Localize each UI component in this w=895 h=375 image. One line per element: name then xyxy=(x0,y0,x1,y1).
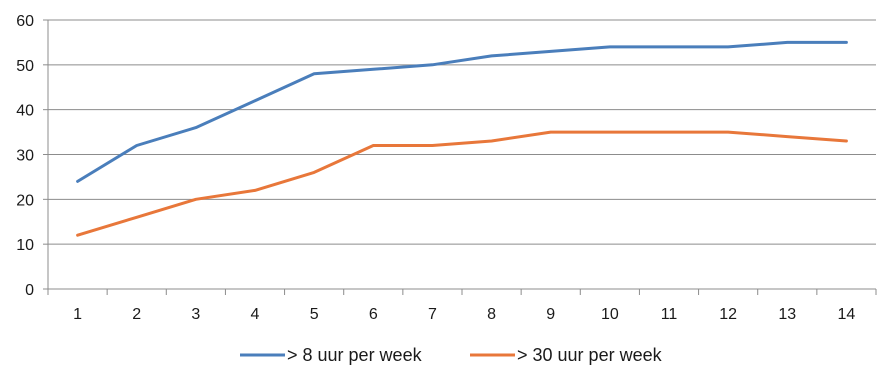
legend-label-1: > 30 uur per week xyxy=(517,345,663,365)
x-tick-label: 10 xyxy=(601,306,619,323)
x-tick-label: 7 xyxy=(428,306,437,323)
series-line-0 xyxy=(76,40,848,183)
legend-label-0: > 8 uur per week xyxy=(287,345,423,365)
x-tick-label: 2 xyxy=(132,306,141,323)
x-tick-label: 14 xyxy=(838,306,856,323)
x-tick-label: 12 xyxy=(719,306,737,323)
series-line-1 xyxy=(76,130,848,237)
y-tick-label: 10 xyxy=(16,237,34,254)
x-tick-label: 9 xyxy=(546,306,555,323)
x-tick-label: 13 xyxy=(778,306,796,323)
x-tick-label: 3 xyxy=(191,306,200,323)
x-tick-label: 4 xyxy=(251,306,260,323)
gridlines xyxy=(48,19,876,245)
x-tick-label: 8 xyxy=(487,306,496,323)
y-tick-label: 20 xyxy=(16,192,34,209)
y-tick-label: 40 xyxy=(16,103,34,120)
y-tick-label: 50 xyxy=(16,58,34,75)
legend: > 8 uur per week > 30 uur per week xyxy=(240,345,663,365)
y-tick-label: 30 xyxy=(16,148,34,165)
x-tick-label: 11 xyxy=(661,306,678,323)
x-tick-label: 5 xyxy=(310,306,319,323)
y-tick-label: 0 xyxy=(25,282,34,299)
series-lines xyxy=(76,40,848,237)
x-tick-label: 1 xyxy=(73,306,82,323)
x-tick-label: 6 xyxy=(369,306,378,323)
y-tick-label: 60 xyxy=(16,13,34,30)
